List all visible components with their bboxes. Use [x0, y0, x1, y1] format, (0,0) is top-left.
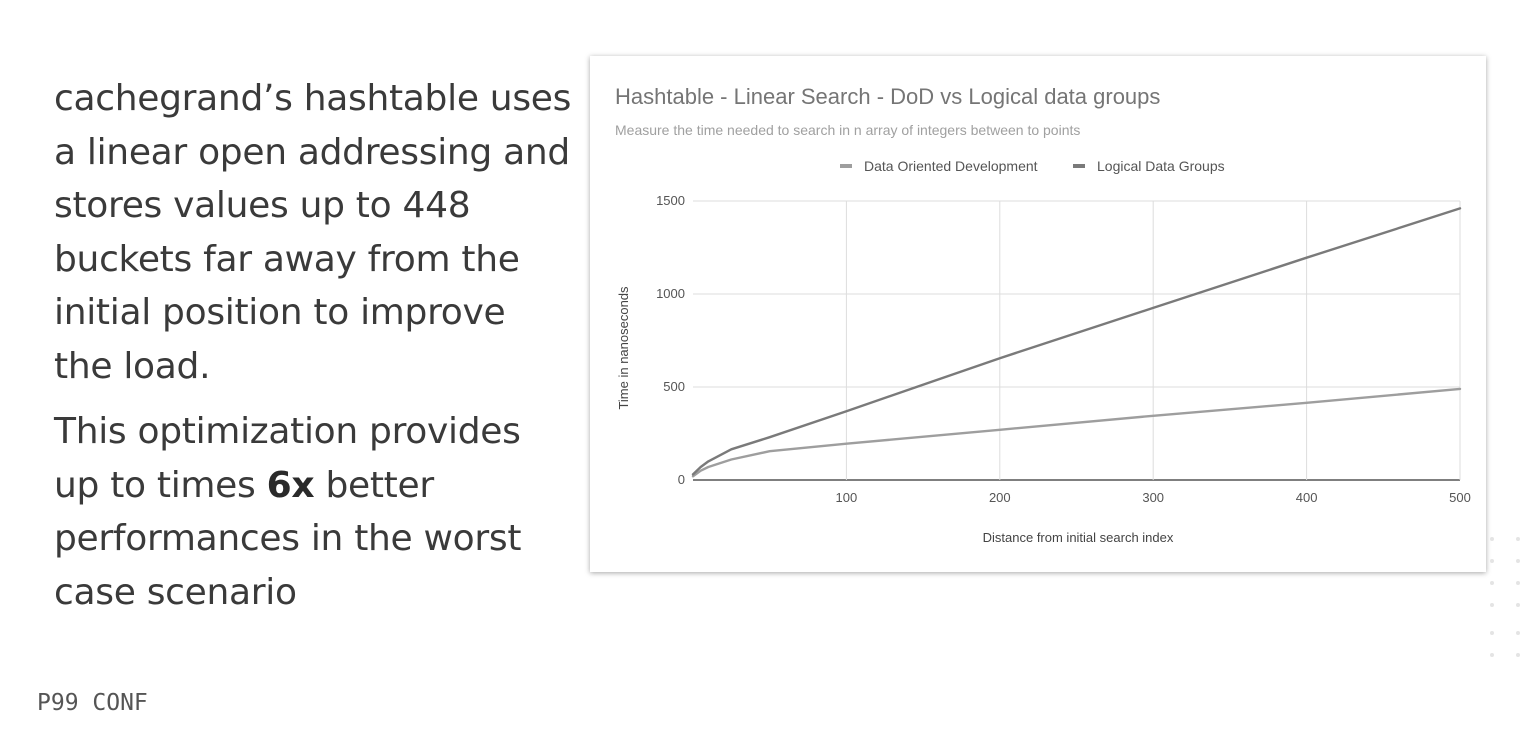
- chart-grid: [693, 200, 1461, 481]
- paragraph-optimization: This optimization provides up to times 6…: [54, 405, 574, 619]
- decor-dot: [1490, 631, 1494, 635]
- speedup-highlight: 6x: [266, 464, 315, 506]
- decor-dot: [1516, 603, 1520, 607]
- chart-title: Hashtable - Linear Search - DoD vs Logic…: [615, 84, 1160, 109]
- decor-dot: [1490, 559, 1494, 563]
- decor-dot: [1490, 603, 1494, 607]
- legend-label: Logical Data Groups: [1097, 158, 1225, 174]
- chart-series: [691, 207, 1462, 478]
- y-tick-label: 0: [678, 472, 685, 487]
- decor-dot: [1516, 631, 1520, 635]
- x-tick-label: 400: [1296, 490, 1318, 505]
- chart-ticks: 0 500 1000 1500 100 200 300 400 500: [656, 193, 1471, 505]
- y-axis-label: Time in nanoseconds: [616, 286, 631, 410]
- decor-dot: [1516, 559, 1520, 563]
- decor-dot: [1516, 581, 1520, 585]
- chart-legend: Data Oriented Development Logical Data Gr…: [840, 158, 1225, 174]
- decorative-dots: [1488, 535, 1528, 665]
- series-line-data-oriented-development: [691, 387, 1462, 478]
- paragraph-hashtable-description: cachegrand’s hashtable uses a linear ope…: [54, 78, 572, 387]
- y-tick-label: 1500: [656, 193, 685, 208]
- conference-logo: P99 CONF: [37, 690, 148, 716]
- decor-dot: [1516, 653, 1520, 657]
- x-tick-label: 300: [1142, 490, 1164, 505]
- x-tick-label: 500: [1449, 490, 1471, 505]
- paragraph-optimization-start: This optimization provides up to times: [54, 411, 521, 506]
- decor-dot: [1516, 537, 1520, 541]
- line-chart: Hashtable - Linear Search - DoD vs Logic…: [615, 84, 1471, 545]
- x-tick-label: 200: [989, 490, 1011, 505]
- series-line-logical-data-groups: [691, 207, 1462, 476]
- x-tick-label: 100: [836, 490, 858, 505]
- y-tick-label: 500: [663, 379, 685, 394]
- decor-dot: [1490, 537, 1494, 541]
- y-tick-label: 1000: [656, 286, 685, 301]
- x-axis-label: Distance from initial search index: [983, 530, 1174, 545]
- chart-card: Hashtable - Linear Search - DoD vs Logic…: [590, 56, 1486, 572]
- chart-subtitle: Measure the time needed to search in n a…: [615, 122, 1080, 138]
- slide-body-text: cachegrand’s hashtable uses a linear ope…: [54, 72, 574, 619]
- decor-dot: [1490, 581, 1494, 585]
- decor-dot: [1490, 653, 1494, 657]
- legend-label: Data Oriented Development: [864, 158, 1038, 174]
- paragraph-optimization-end: better performances in the worst case sc…: [54, 464, 522, 613]
